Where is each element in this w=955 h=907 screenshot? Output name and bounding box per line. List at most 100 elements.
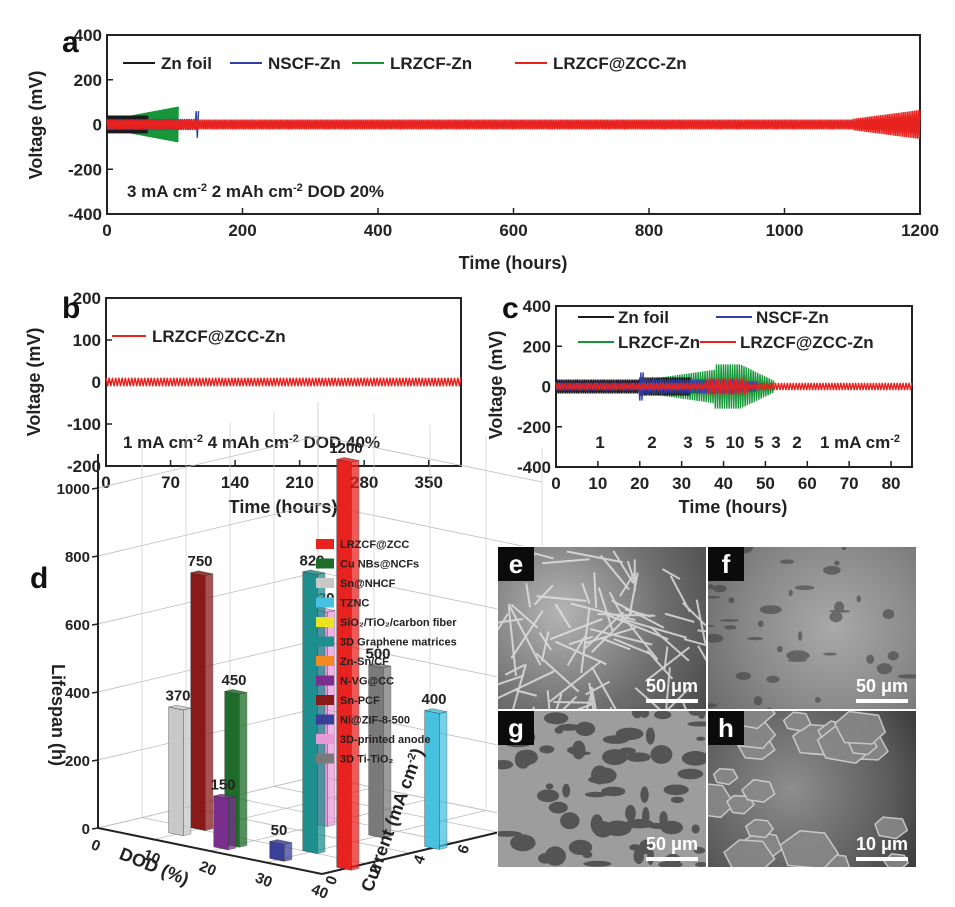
sem-patch <box>570 751 591 756</box>
y-tick-label-b: -200 <box>67 457 101 476</box>
sem-fiber <box>590 686 597 709</box>
sem-spot <box>708 703 718 708</box>
legend-label-d: TZNC <box>340 598 369 610</box>
sem-spot <box>882 609 895 620</box>
scale-bar-f: 50 μm <box>856 676 908 703</box>
x-axis-title-a: Time (hours) <box>459 253 568 273</box>
bar-n-vg-cc <box>213 795 229 851</box>
legend-swatch-d <box>316 675 334 686</box>
sem-fiber <box>507 603 542 666</box>
bar-ni-zif-8-500-top <box>269 839 293 845</box>
sem-patch <box>584 791 608 798</box>
sem-patch <box>498 759 514 770</box>
sem-panel-h: h 10 μm <box>707 710 917 868</box>
sem-fiber <box>663 646 669 670</box>
y-tick-label-d: 4 <box>410 852 429 866</box>
sem-patch <box>631 711 643 719</box>
sem-patch <box>582 851 593 859</box>
series-line-zn-foil-c <box>555 377 691 396</box>
sem-fiber <box>555 640 607 666</box>
sem-patch <box>640 786 649 803</box>
legend-swatch-d <box>316 558 334 569</box>
sem-fiber <box>697 645 706 662</box>
sem-flake <box>779 830 840 867</box>
sem-patch <box>645 727 656 745</box>
sem-label-e: e <box>498 547 534 581</box>
rate-label-last-c: 1 mA cm-2 <box>820 433 900 452</box>
series-line-lrzcf-zcc-zn-a <box>106 109 921 139</box>
sem-fiber <box>512 664 527 709</box>
sem-fiber <box>585 680 611 696</box>
sem-patch <box>602 735 629 744</box>
sem-patch <box>554 726 564 734</box>
x-tick-label-a: 200 <box>228 221 256 240</box>
sem-fiber <box>535 652 580 693</box>
sem-spot <box>708 584 715 590</box>
x-axis-title-b: Time (hours) <box>229 497 338 517</box>
sem-fiber <box>525 583 532 608</box>
sem-patch <box>695 861 706 867</box>
sem-fiber <box>583 626 636 645</box>
sem-patch <box>677 768 704 780</box>
sem-fiber <box>589 628 653 646</box>
rate-label-c: 5 <box>705 433 714 452</box>
bar-sn-nhcf-side <box>183 707 192 837</box>
x-tick-label-c: 70 <box>840 474 859 493</box>
legend-label-d: Cu NBs@NCFs <box>340 559 419 571</box>
sem-fiber <box>533 584 554 606</box>
x-tick-label-c: 50 <box>756 474 775 493</box>
sem-patch <box>516 749 538 766</box>
sem-spot <box>757 620 764 628</box>
y-tick-label-b: 0 <box>92 373 101 392</box>
bar-3d-ti-tio2-top <box>368 662 392 669</box>
legend-label-c: LRZCF-Zn <box>618 333 700 352</box>
sem-spot <box>856 595 862 603</box>
sem-fiber <box>555 693 563 709</box>
y-tick-label-a: -200 <box>68 160 102 179</box>
sem-flake <box>782 711 812 732</box>
sem-flake <box>874 816 909 840</box>
sem-spot <box>866 654 875 664</box>
sem-fiber <box>661 568 681 580</box>
sem-patch <box>696 736 706 741</box>
legend-swatch-d <box>316 636 334 647</box>
scale-line-g <box>645 857 698 861</box>
sem-fiber <box>532 706 535 709</box>
sem-patch <box>590 814 604 835</box>
sem-label-g: g <box>498 711 534 745</box>
rate-label-c: 3 <box>771 433 780 452</box>
y-tick-label-a: 400 <box>74 26 102 45</box>
sem-fiber <box>554 603 572 629</box>
sem-spot <box>776 645 783 653</box>
sem-fiber <box>576 702 594 709</box>
sem-fiber <box>624 608 652 618</box>
sem-spot <box>833 560 840 566</box>
sem-texture-patches <box>498 711 706 867</box>
x-tick-label-d: 10 <box>141 846 163 868</box>
sem-flake <box>712 768 739 786</box>
sem-patch <box>654 711 672 720</box>
x-tick-label-d: 30 <box>253 869 275 891</box>
rate-label-c: 2 <box>792 433 801 452</box>
z-tick-label-d: 1000 <box>57 481 90 498</box>
z-tick-label-d: 400 <box>65 685 90 702</box>
x-tick-label-a: 0 <box>102 221 111 240</box>
x-tick-label-b: 210 <box>285 473 313 492</box>
x-tick-label-c: 30 <box>672 474 691 493</box>
sem-flake <box>723 839 776 867</box>
sem-patch <box>560 812 580 830</box>
sem-patch <box>663 784 689 796</box>
scale-line-h <box>855 857 908 861</box>
x-tick-label-a: 400 <box>364 221 392 240</box>
sem-patch <box>510 834 536 852</box>
sem-spot <box>797 631 803 641</box>
sem-patch <box>603 820 632 837</box>
bar-tznc <box>424 710 440 850</box>
sem-fiber <box>613 637 651 655</box>
y-tick-label-c: 400 <box>523 297 551 316</box>
rate-label-c: 3 <box>683 433 692 452</box>
annotation-sup: -2 <box>289 433 299 445</box>
sem-patch <box>670 796 684 804</box>
sem-spot <box>786 650 810 661</box>
sem-patch <box>633 847 645 865</box>
